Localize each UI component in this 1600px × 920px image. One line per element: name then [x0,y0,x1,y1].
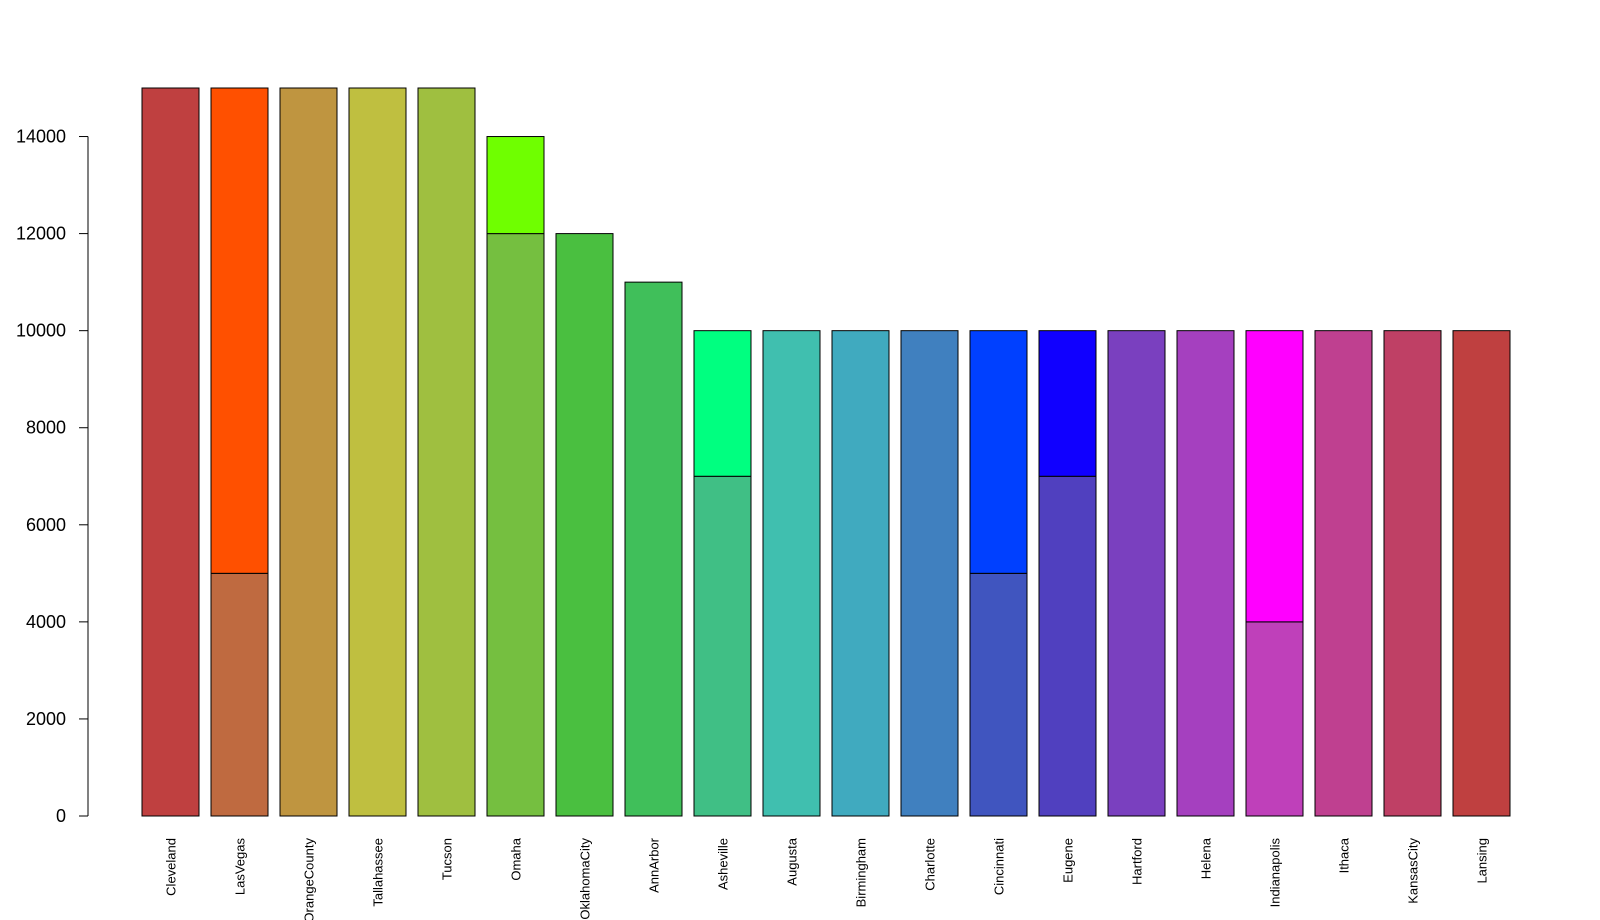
x-label-eugene: Eugene [1061,838,1076,883]
y-tick-label: 6000 [26,515,66,535]
bar-lansing-segment-1 [1452,330,1511,817]
x-label-omaha: Omaha [509,837,524,880]
bars [141,87,1511,817]
bar-cincinnati-segment-2 [969,330,1028,574]
bar-asheville-segment-2 [693,330,752,477]
y-tick-label: 12000 [16,224,66,244]
bar-orangecounty-segment-1 [279,87,338,817]
x-label-charlotte: Charlotte [923,838,938,891]
x-label-cincinnati: Cincinnati [992,838,1007,895]
bar-hartford-segment-1 [1107,330,1166,817]
bar-cleveland-segment-1 [141,87,200,817]
y-tick-label: 0 [56,806,66,826]
bar-helena-segment-1 [1176,330,1235,817]
bar-lasvegas-segment-2 [210,87,269,574]
bar-eugene-segment-2 [1038,330,1097,477]
x-label-kansascity: KansasCity [1406,838,1421,904]
bar-omaha-segment-1 [486,233,545,817]
x-label-asheville: Asheville [716,838,731,890]
bar-lasvegas-segment-1 [210,572,269,817]
bar-annarbor-segment-1 [624,281,683,817]
x-label-lansing: Lansing [1475,838,1490,884]
y-axis: 0 2000 4000 6000 8000 10000 12000 14000 [16,127,89,826]
x-label-lasvegas: LasVegas [233,838,248,896]
x-label-augusta: Augusta [785,837,800,885]
y-tick-label: 2000 [26,709,66,729]
bar-eugene-segment-1 [1038,475,1097,817]
x-label-cleveland: Cleveland [164,838,179,896]
bar-indianapolis-segment-2 [1245,330,1304,623]
bar-ithaca-segment-1 [1314,330,1373,817]
y-tick-label: 4000 [26,612,66,632]
x-label-oklahomacity: OklahomaCity [578,838,593,920]
bar-birmingham-segment-1 [831,330,890,817]
bar-cincinnati-segment-1 [969,572,1028,817]
bar-augusta-segment-1 [762,330,821,817]
bar-asheville-segment-1 [693,475,752,817]
y-tick-label: 10000 [16,321,66,341]
bar-omaha-segment-2 [486,136,545,235]
bar-kansascity-segment-1 [1383,330,1442,817]
bar-oklahomacity-segment-1 [555,233,614,817]
x-label-ithaca: Ithaca [1337,837,1352,873]
x-label-birmingham: Birmingham [854,838,869,907]
x-label-annarbor: AnnArbor [647,837,662,893]
x-label-helena: Helena [1199,837,1214,879]
bar-charlotte-segment-1 [900,330,959,817]
x-label-tallahassee: Tallahassee [371,838,386,907]
x-label-orangecounty: OrangeCounty [302,838,317,920]
y-tick-label: 8000 [26,418,66,438]
x-label-hartford: Hartford [1130,838,1145,885]
x-label-indianapolis: Indianapolis [1268,838,1283,908]
y-tick-label: 14000 [16,127,66,147]
x-label-tucson: Tucson [440,838,455,880]
bar-indianapolis-segment-1 [1245,621,1304,817]
bar-tucson-segment-1 [417,87,476,817]
x-axis-labels: Cleveland LasVegas OrangeCounty Tallahassee… [164,837,1490,920]
bar-tallahassee-segment-1 [348,87,407,817]
